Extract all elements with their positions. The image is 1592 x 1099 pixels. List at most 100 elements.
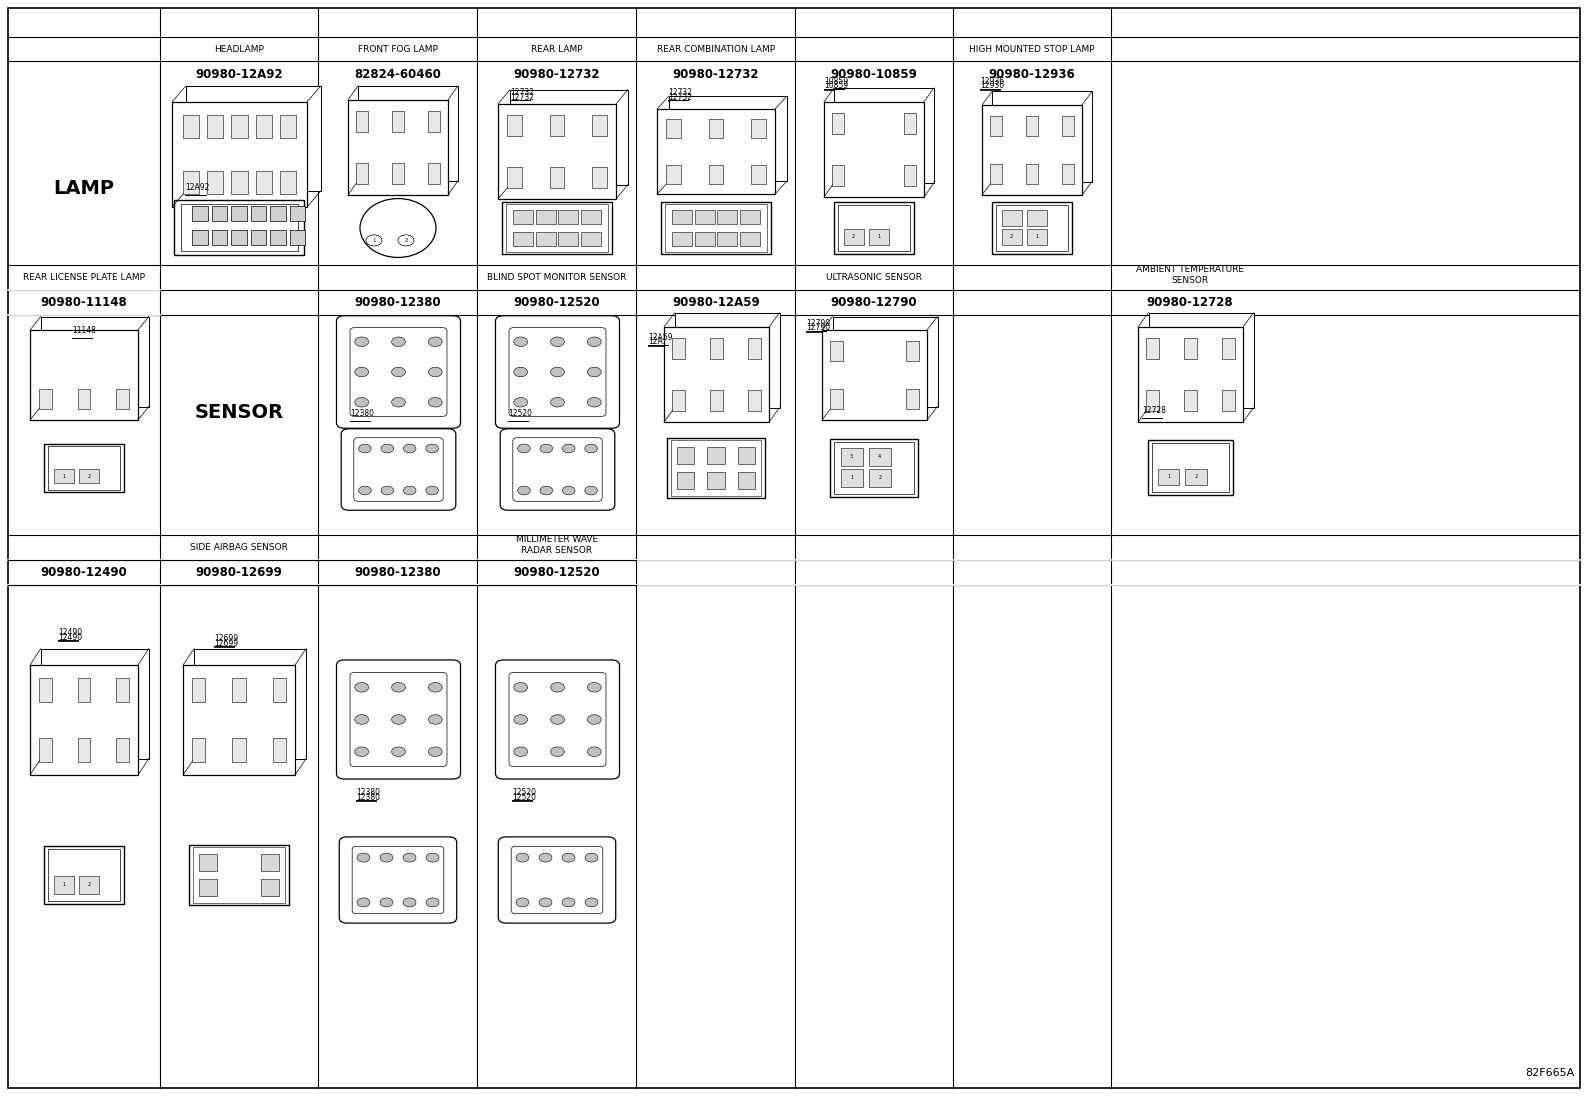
Bar bbox=[271, 206, 287, 221]
Bar bbox=[1159, 468, 1180, 485]
FancyBboxPatch shape bbox=[350, 328, 447, 417]
Text: 12732: 12732 bbox=[669, 92, 693, 101]
Bar bbox=[508, 167, 522, 188]
Bar bbox=[672, 210, 693, 224]
FancyBboxPatch shape bbox=[500, 429, 615, 510]
Bar bbox=[831, 341, 844, 360]
Text: 12380: 12380 bbox=[357, 792, 380, 801]
Text: 12490: 12490 bbox=[57, 633, 83, 642]
Text: 4: 4 bbox=[879, 455, 882, 459]
Text: 12A92: 12A92 bbox=[185, 188, 210, 197]
Bar bbox=[581, 210, 602, 224]
Bar bbox=[837, 204, 911, 252]
Circle shape bbox=[427, 853, 439, 862]
Bar bbox=[592, 167, 607, 188]
Circle shape bbox=[380, 444, 393, 453]
Bar bbox=[250, 206, 266, 221]
Bar bbox=[506, 204, 608, 252]
Bar bbox=[751, 165, 766, 184]
Bar bbox=[665, 204, 767, 252]
Bar bbox=[844, 229, 863, 245]
Bar bbox=[831, 389, 844, 409]
Text: SENSOR: SENSOR bbox=[194, 402, 283, 422]
Text: LAMP: LAMP bbox=[54, 178, 115, 198]
Bar bbox=[357, 111, 368, 132]
Bar bbox=[513, 232, 533, 246]
Bar bbox=[904, 165, 915, 186]
Text: 90980-12520: 90980-12520 bbox=[514, 296, 600, 309]
Circle shape bbox=[392, 747, 406, 756]
Bar bbox=[581, 232, 602, 246]
Bar bbox=[906, 389, 919, 409]
Bar bbox=[212, 230, 228, 245]
Bar bbox=[41, 317, 148, 407]
FancyBboxPatch shape bbox=[336, 660, 460, 779]
Text: 12936: 12936 bbox=[981, 77, 1005, 86]
Circle shape bbox=[428, 682, 443, 692]
Circle shape bbox=[587, 337, 602, 346]
Text: 12520: 12520 bbox=[513, 788, 537, 797]
Text: 2: 2 bbox=[1009, 234, 1013, 240]
Bar bbox=[193, 678, 205, 702]
Circle shape bbox=[392, 367, 406, 377]
Text: 12A92: 12A92 bbox=[185, 184, 210, 192]
Circle shape bbox=[428, 367, 443, 377]
Bar bbox=[392, 111, 404, 132]
Bar bbox=[48, 848, 119, 901]
FancyBboxPatch shape bbox=[495, 315, 619, 429]
Text: 2: 2 bbox=[1194, 475, 1197, 479]
FancyBboxPatch shape bbox=[513, 437, 602, 501]
Bar bbox=[672, 232, 693, 246]
Bar bbox=[180, 204, 298, 251]
Bar bbox=[834, 88, 935, 182]
Circle shape bbox=[514, 398, 527, 407]
FancyBboxPatch shape bbox=[509, 673, 607, 766]
Bar bbox=[428, 163, 439, 184]
Bar bbox=[707, 447, 724, 464]
Text: 1: 1 bbox=[1167, 475, 1170, 479]
Text: 10859: 10859 bbox=[825, 77, 849, 86]
Bar bbox=[1138, 328, 1243, 422]
Bar bbox=[833, 317, 938, 407]
Bar bbox=[834, 442, 914, 495]
Bar bbox=[748, 390, 761, 411]
Text: 12380: 12380 bbox=[357, 788, 380, 797]
Bar bbox=[592, 115, 607, 136]
Bar bbox=[290, 230, 306, 245]
Text: AMBIENT TEMPERATURE
SENSOR: AMBIENT TEMPERATURE SENSOR bbox=[1137, 265, 1243, 285]
Bar bbox=[1062, 115, 1075, 135]
Circle shape bbox=[587, 747, 602, 756]
Circle shape bbox=[392, 398, 406, 407]
Bar bbox=[116, 737, 129, 762]
Text: MILLIMETER WAVE
RADAR SENSOR: MILLIMETER WAVE RADAR SENSOR bbox=[516, 535, 599, 555]
Bar bbox=[992, 91, 1092, 181]
Circle shape bbox=[428, 398, 443, 407]
Circle shape bbox=[562, 898, 575, 907]
Bar bbox=[549, 115, 564, 136]
Bar bbox=[1148, 440, 1232, 495]
Bar bbox=[193, 737, 205, 762]
Bar bbox=[38, 737, 51, 762]
Bar bbox=[509, 90, 627, 185]
Circle shape bbox=[392, 682, 406, 692]
Circle shape bbox=[540, 486, 552, 495]
Circle shape bbox=[551, 398, 565, 407]
Bar bbox=[498, 104, 616, 199]
Circle shape bbox=[516, 898, 529, 907]
Circle shape bbox=[358, 444, 371, 453]
Bar bbox=[751, 119, 766, 137]
Circle shape bbox=[355, 747, 369, 756]
Bar bbox=[737, 473, 755, 489]
Text: 1: 1 bbox=[1036, 234, 1038, 240]
Bar bbox=[559, 232, 578, 246]
Bar bbox=[677, 473, 694, 489]
Text: BLIND SPOT MONITOR SENSOR: BLIND SPOT MONITOR SENSOR bbox=[487, 274, 627, 282]
Bar bbox=[80, 469, 99, 484]
Bar bbox=[271, 230, 287, 245]
FancyBboxPatch shape bbox=[495, 660, 619, 779]
Bar bbox=[261, 879, 279, 896]
Bar bbox=[256, 114, 272, 137]
Circle shape bbox=[587, 398, 602, 407]
Circle shape bbox=[587, 367, 602, 377]
Bar bbox=[664, 328, 769, 422]
